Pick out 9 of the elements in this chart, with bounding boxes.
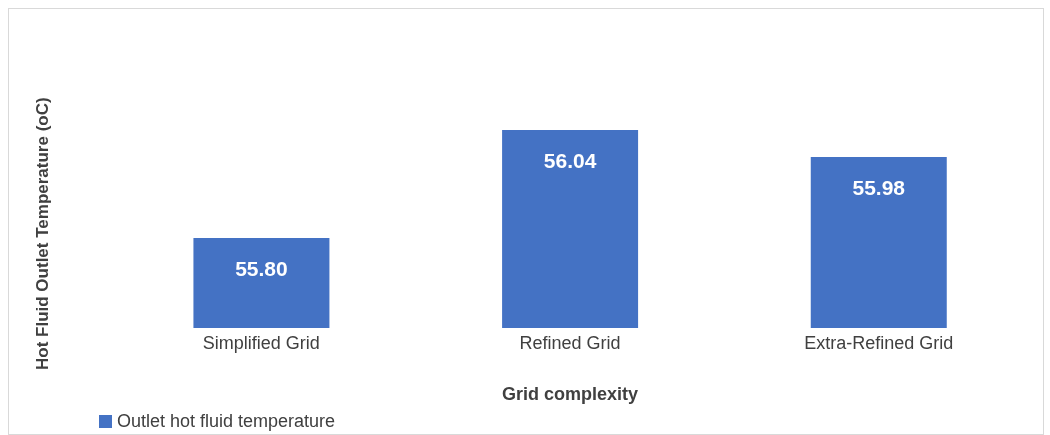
legend-label: Outlet hot fluid temperature [117,411,336,432]
y-axis-title: Hot Fluid Outlet Temperature (oC) [32,96,53,373]
x-tick-label: Simplified Grid [202,332,320,353]
x-axis-title: Grid complexity [500,384,639,405]
x-tick-label: Refined Grid [519,332,621,353]
data-label: 55.80 [235,257,288,280]
data-label: 56.04 [543,149,597,172]
data-label: 55.98 [852,176,906,199]
x-tick-label: Extra-Refined Grid [804,332,954,353]
